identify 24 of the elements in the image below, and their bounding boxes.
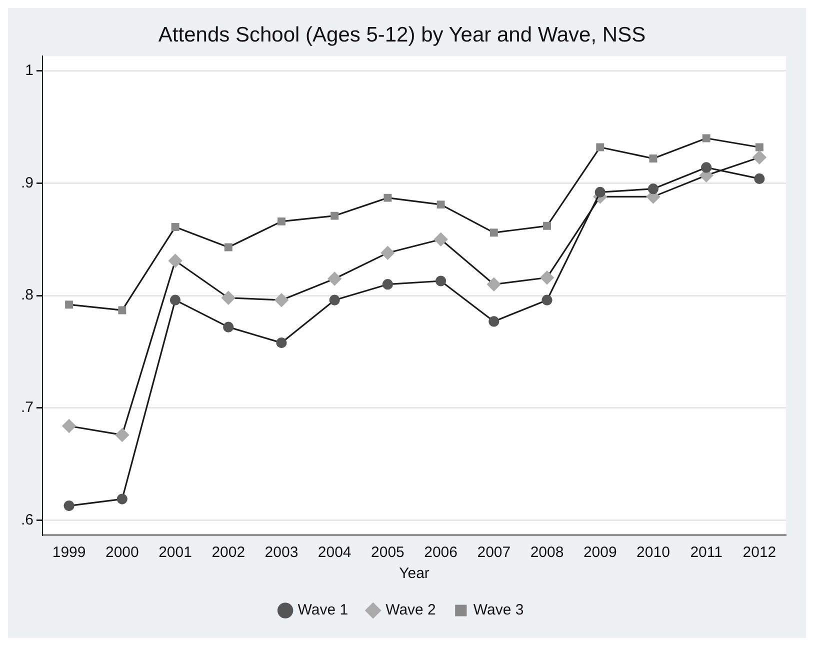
y-tick-label: .8 [20, 286, 34, 304]
legend-label: Wave 3 [473, 602, 524, 619]
x-tick-label: 2012 [742, 544, 776, 562]
legend-label: Wave 2 [386, 602, 436, 619]
legend-label: Wave 1 [298, 602, 348, 619]
chart-title: Attends School (Ages 5-12) by Year and Wave, NSS [158, 23, 646, 46]
x-tick-label: 2003 [264, 544, 298, 562]
x-tick-label: 2009 [583, 544, 617, 562]
x-tick-label: 2005 [371, 544, 404, 562]
x-tick-label: 1999 [52, 544, 86, 562]
x-tick-label: 2010 [636, 544, 670, 562]
x-tick-label: 2008 [530, 544, 564, 562]
x-tick-label: 2002 [212, 544, 246, 562]
x-tick-label: 2000 [105, 544, 139, 562]
x-tick-label: 2001 [158, 544, 192, 562]
y-tick-label: .9 [20, 174, 34, 192]
x-tick-label: 2011 [690, 544, 722, 562]
x-tick-label: 2007 [477, 544, 511, 562]
y-tick-label: .6 [20, 512, 34, 529]
y-tick-label: .7 [20, 399, 34, 416]
y-tick-label: 1 [25, 62, 34, 79]
x-tick-label: 2004 [318, 544, 352, 562]
x-tick-label: 2006 [424, 544, 458, 562]
x-axis-title: Year [399, 565, 430, 582]
